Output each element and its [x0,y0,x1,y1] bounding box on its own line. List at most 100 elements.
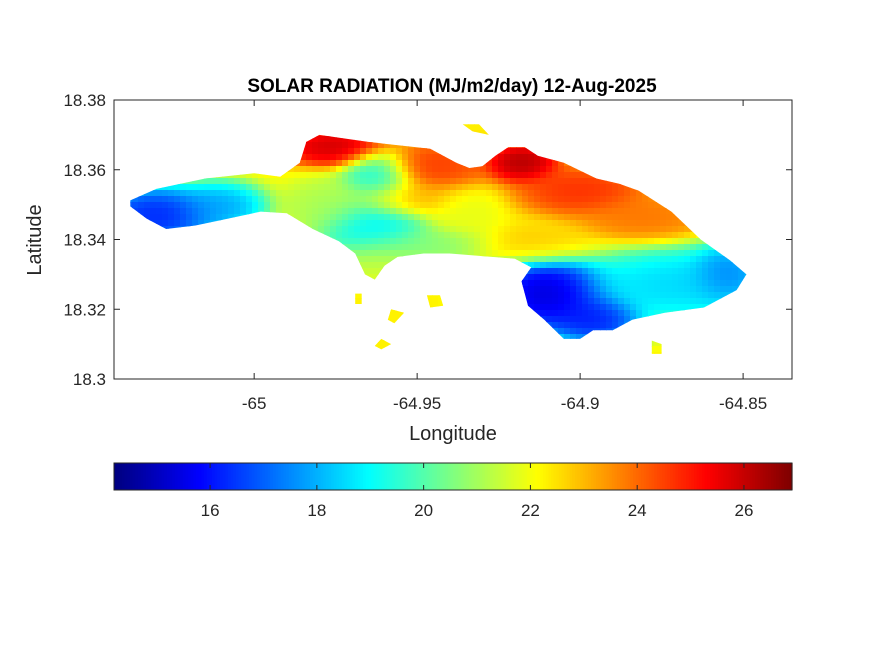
heat-cell [372,250,379,257]
heat-cell [570,184,577,191]
heat-cell [516,166,523,173]
heat-cell [324,190,331,197]
heat-cell [678,232,685,239]
heat-cell [420,238,427,245]
heat-cell [672,262,679,269]
heat-cell [546,298,553,305]
heat-cell [360,202,367,209]
heat-cell [558,250,565,257]
heat-cell [354,232,361,239]
heat-cell [588,244,595,251]
heat-cell [408,166,415,173]
heat-cell [672,214,679,221]
heat-cell [138,196,145,203]
heat-cell [516,238,523,245]
heat-cell [564,214,571,221]
heat-cell [570,280,577,287]
heat-cell [510,190,517,197]
heat-cell [426,292,433,299]
heat-cell [426,202,433,209]
heat-cell [588,184,595,191]
heat-cell [504,232,511,239]
heat-cell [534,274,541,281]
heat-cell [612,214,619,221]
heat-cell [270,178,277,185]
heat-cell [546,256,553,263]
heat-cell [204,178,211,185]
heat-cell [438,202,445,209]
heat-cell [588,256,595,263]
heat-cell [324,214,331,221]
heat-cell [432,244,439,251]
heat-cell [480,208,487,215]
heat-cell [618,310,625,317]
heat-cell [390,316,397,323]
heat-cell [618,214,625,221]
heat-cell [456,190,463,197]
heat-cell [324,136,331,143]
heat-cell [624,262,631,269]
heat-cell [558,184,565,191]
heat-cell [522,178,529,185]
heat-cell [342,226,349,233]
heat-cell [408,226,415,233]
heat-cell [540,292,547,299]
heat-cell [570,178,577,185]
heat-cell [144,190,151,197]
heat-cell [456,172,463,179]
heat-cell [252,178,259,185]
heat-cell [372,208,379,215]
heat-cell [432,238,439,245]
heat-cell [582,190,589,197]
heat-cell [570,334,577,341]
heat-cell [684,298,691,305]
heat-cell [672,220,679,227]
heat-cell [372,214,379,221]
heat-cell [600,184,607,191]
heat-cell [594,274,601,281]
heat-cell [426,250,433,257]
heat-cell [264,190,271,197]
heat-cell [360,166,367,173]
heat-cell [558,160,565,167]
heat-cell [366,148,373,155]
heat-cell [156,214,163,221]
heat-cell [648,268,655,275]
heat-cell [426,214,433,221]
heat-cell [600,322,607,329]
heat-cell [336,202,343,209]
heat-cell [390,184,397,191]
heat-cell [414,208,421,215]
heat-cell [714,286,721,293]
heat-cell [456,208,463,215]
heat-cell [636,250,643,257]
heat-cell [582,262,589,269]
heat-cell [312,136,319,143]
heat-cell [270,202,277,209]
heat-cell [630,244,637,251]
heat-cell [666,256,673,263]
heat-cell [660,250,667,257]
heat-cell [330,136,337,143]
heat-cell [384,220,391,227]
heat-cell [600,214,607,221]
heat-cell [306,190,313,197]
heat-cell [600,220,607,227]
heat-cell [450,196,457,203]
heat-cell [486,244,493,251]
heat-cell [342,232,349,239]
heat-cell [462,238,469,245]
heat-cell [498,166,505,173]
heat-cell [384,250,391,257]
heat-cell [450,178,457,185]
heat-cell [594,298,601,305]
heat-cell [360,148,367,155]
heat-cell [630,250,637,257]
heat-cell [540,232,547,239]
heat-cell [672,292,679,299]
heat-cell [588,292,595,299]
heat-cell [546,202,553,209]
heat-cell [402,250,409,257]
heat-cell [348,226,355,233]
